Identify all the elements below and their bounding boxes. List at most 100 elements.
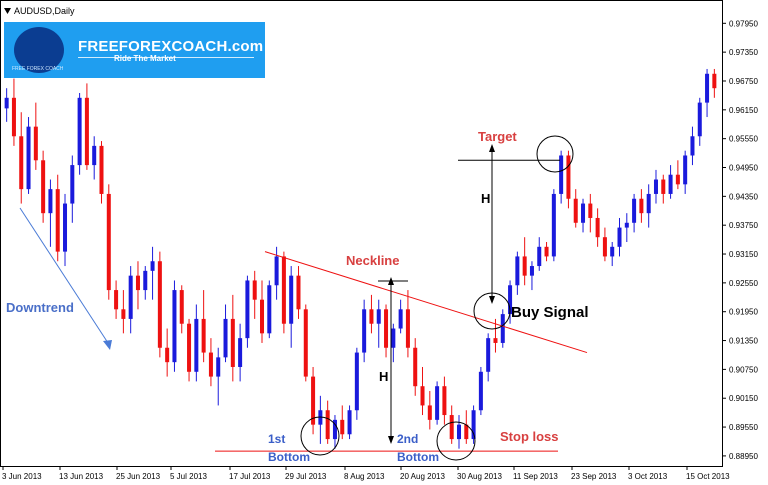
candle-body bbox=[420, 386, 425, 406]
x-tick-label: 8 Aug 2013 bbox=[344, 472, 385, 481]
y-tick-label: 0.97350 bbox=[729, 48, 758, 57]
candle-body bbox=[610, 246, 615, 257]
candle-body bbox=[194, 318, 199, 372]
candle bbox=[332, 415, 337, 449]
candle-body bbox=[624, 222, 629, 228]
candle-body bbox=[99, 145, 104, 194]
candle-body bbox=[325, 410, 330, 440]
candle-body bbox=[208, 352, 213, 377]
candle-body bbox=[668, 174, 673, 194]
neckline bbox=[264, 251, 588, 354]
candle-body bbox=[70, 165, 75, 204]
candle bbox=[121, 290, 126, 334]
candle-body bbox=[653, 179, 658, 194]
candle bbox=[99, 141, 104, 204]
candle-body bbox=[33, 126, 38, 161]
candle-body bbox=[435, 386, 440, 420]
candle-body bbox=[179, 290, 184, 324]
candle bbox=[537, 237, 542, 271]
candle-body bbox=[508, 285, 513, 315]
candle bbox=[442, 376, 447, 425]
candle-body bbox=[595, 217, 600, 238]
symbol-timeframe-label: AUDUSD,Daily bbox=[14, 6, 75, 16]
candle bbox=[187, 318, 192, 382]
candle-body bbox=[77, 97, 82, 166]
candle bbox=[456, 415, 462, 449]
candle-body bbox=[230, 318, 235, 367]
candle bbox=[551, 189, 556, 262]
candle bbox=[529, 261, 534, 291]
candle-body bbox=[92, 145, 97, 166]
candle-body bbox=[705, 73, 710, 103]
candle-body bbox=[121, 309, 126, 319]
candle bbox=[471, 405, 476, 444]
candle-body bbox=[201, 318, 206, 353]
candle-body bbox=[398, 309, 403, 329]
candle-body bbox=[391, 328, 396, 348]
symbol-icon bbox=[4, 8, 11, 14]
candle-body bbox=[252, 280, 257, 300]
candle bbox=[194, 304, 199, 382]
candle bbox=[573, 189, 578, 228]
candle-body bbox=[332, 419, 337, 440]
candle bbox=[639, 189, 644, 223]
candle bbox=[690, 126, 695, 166]
candle bbox=[559, 150, 564, 204]
candle-body bbox=[245, 280, 250, 339]
candle bbox=[617, 217, 622, 257]
second-bottom-label-line1: 2nd bbox=[397, 432, 418, 446]
candle bbox=[705, 68, 710, 118]
x-tick-label: 11 Sep 2013 bbox=[513, 472, 558, 481]
candle bbox=[259, 280, 265, 343]
candle-body bbox=[661, 179, 666, 194]
candle bbox=[420, 366, 425, 416]
candle-body bbox=[602, 237, 607, 257]
candle bbox=[201, 290, 206, 363]
candle-body bbox=[712, 73, 717, 89]
candle bbox=[48, 179, 53, 247]
candle bbox=[11, 78, 16, 146]
candle bbox=[165, 328, 170, 377]
candle bbox=[405, 290, 410, 358]
candle bbox=[566, 150, 571, 209]
candle-body bbox=[296, 275, 301, 310]
candle bbox=[55, 174, 60, 262]
candle bbox=[92, 136, 97, 180]
candle-body bbox=[529, 266, 534, 276]
downtrend-arrow-head bbox=[103, 340, 112, 350]
downtrend-arrow-line bbox=[19, 207, 111, 347]
candle bbox=[347, 405, 352, 440]
candle bbox=[150, 246, 155, 300]
x-tick-label: 29 Jul 2013 bbox=[285, 472, 327, 481]
candle-body bbox=[515, 256, 520, 286]
candle bbox=[340, 405, 345, 440]
candle bbox=[588, 193, 593, 233]
candle-body bbox=[522, 256, 527, 276]
candle-body bbox=[238, 338, 243, 367]
first-bottom-label-line2: Bottom bbox=[268, 450, 310, 464]
candle bbox=[252, 270, 257, 319]
candle bbox=[238, 323, 243, 382]
candle bbox=[581, 198, 586, 233]
stop-loss-label: Stop loss bbox=[500, 429, 559, 444]
candle-body bbox=[427, 405, 432, 420]
price-axis: 0.97950 0.97350 0.96750 0.96150 0.95550 0.949… bbox=[722, 19, 758, 461]
candle-body bbox=[165, 347, 170, 363]
candle bbox=[19, 112, 24, 204]
candle-body bbox=[471, 410, 476, 440]
candle bbox=[595, 208, 600, 247]
candle bbox=[267, 280, 272, 339]
buy-signal-label: Buy Signal bbox=[511, 304, 589, 321]
candle-body bbox=[639, 198, 644, 214]
candle bbox=[376, 299, 381, 348]
candle bbox=[478, 366, 483, 416]
candle-body bbox=[376, 309, 381, 324]
candle-body bbox=[442, 386, 447, 416]
y-tick-label: 0.90750 bbox=[729, 365, 758, 374]
target-circle bbox=[536, 135, 574, 173]
candle-body bbox=[172, 290, 177, 363]
candle-body bbox=[150, 261, 155, 271]
y-tick-label: 0.93150 bbox=[729, 250, 758, 259]
candle bbox=[413, 338, 418, 396]
y-tick-label: 0.94350 bbox=[729, 192, 758, 201]
